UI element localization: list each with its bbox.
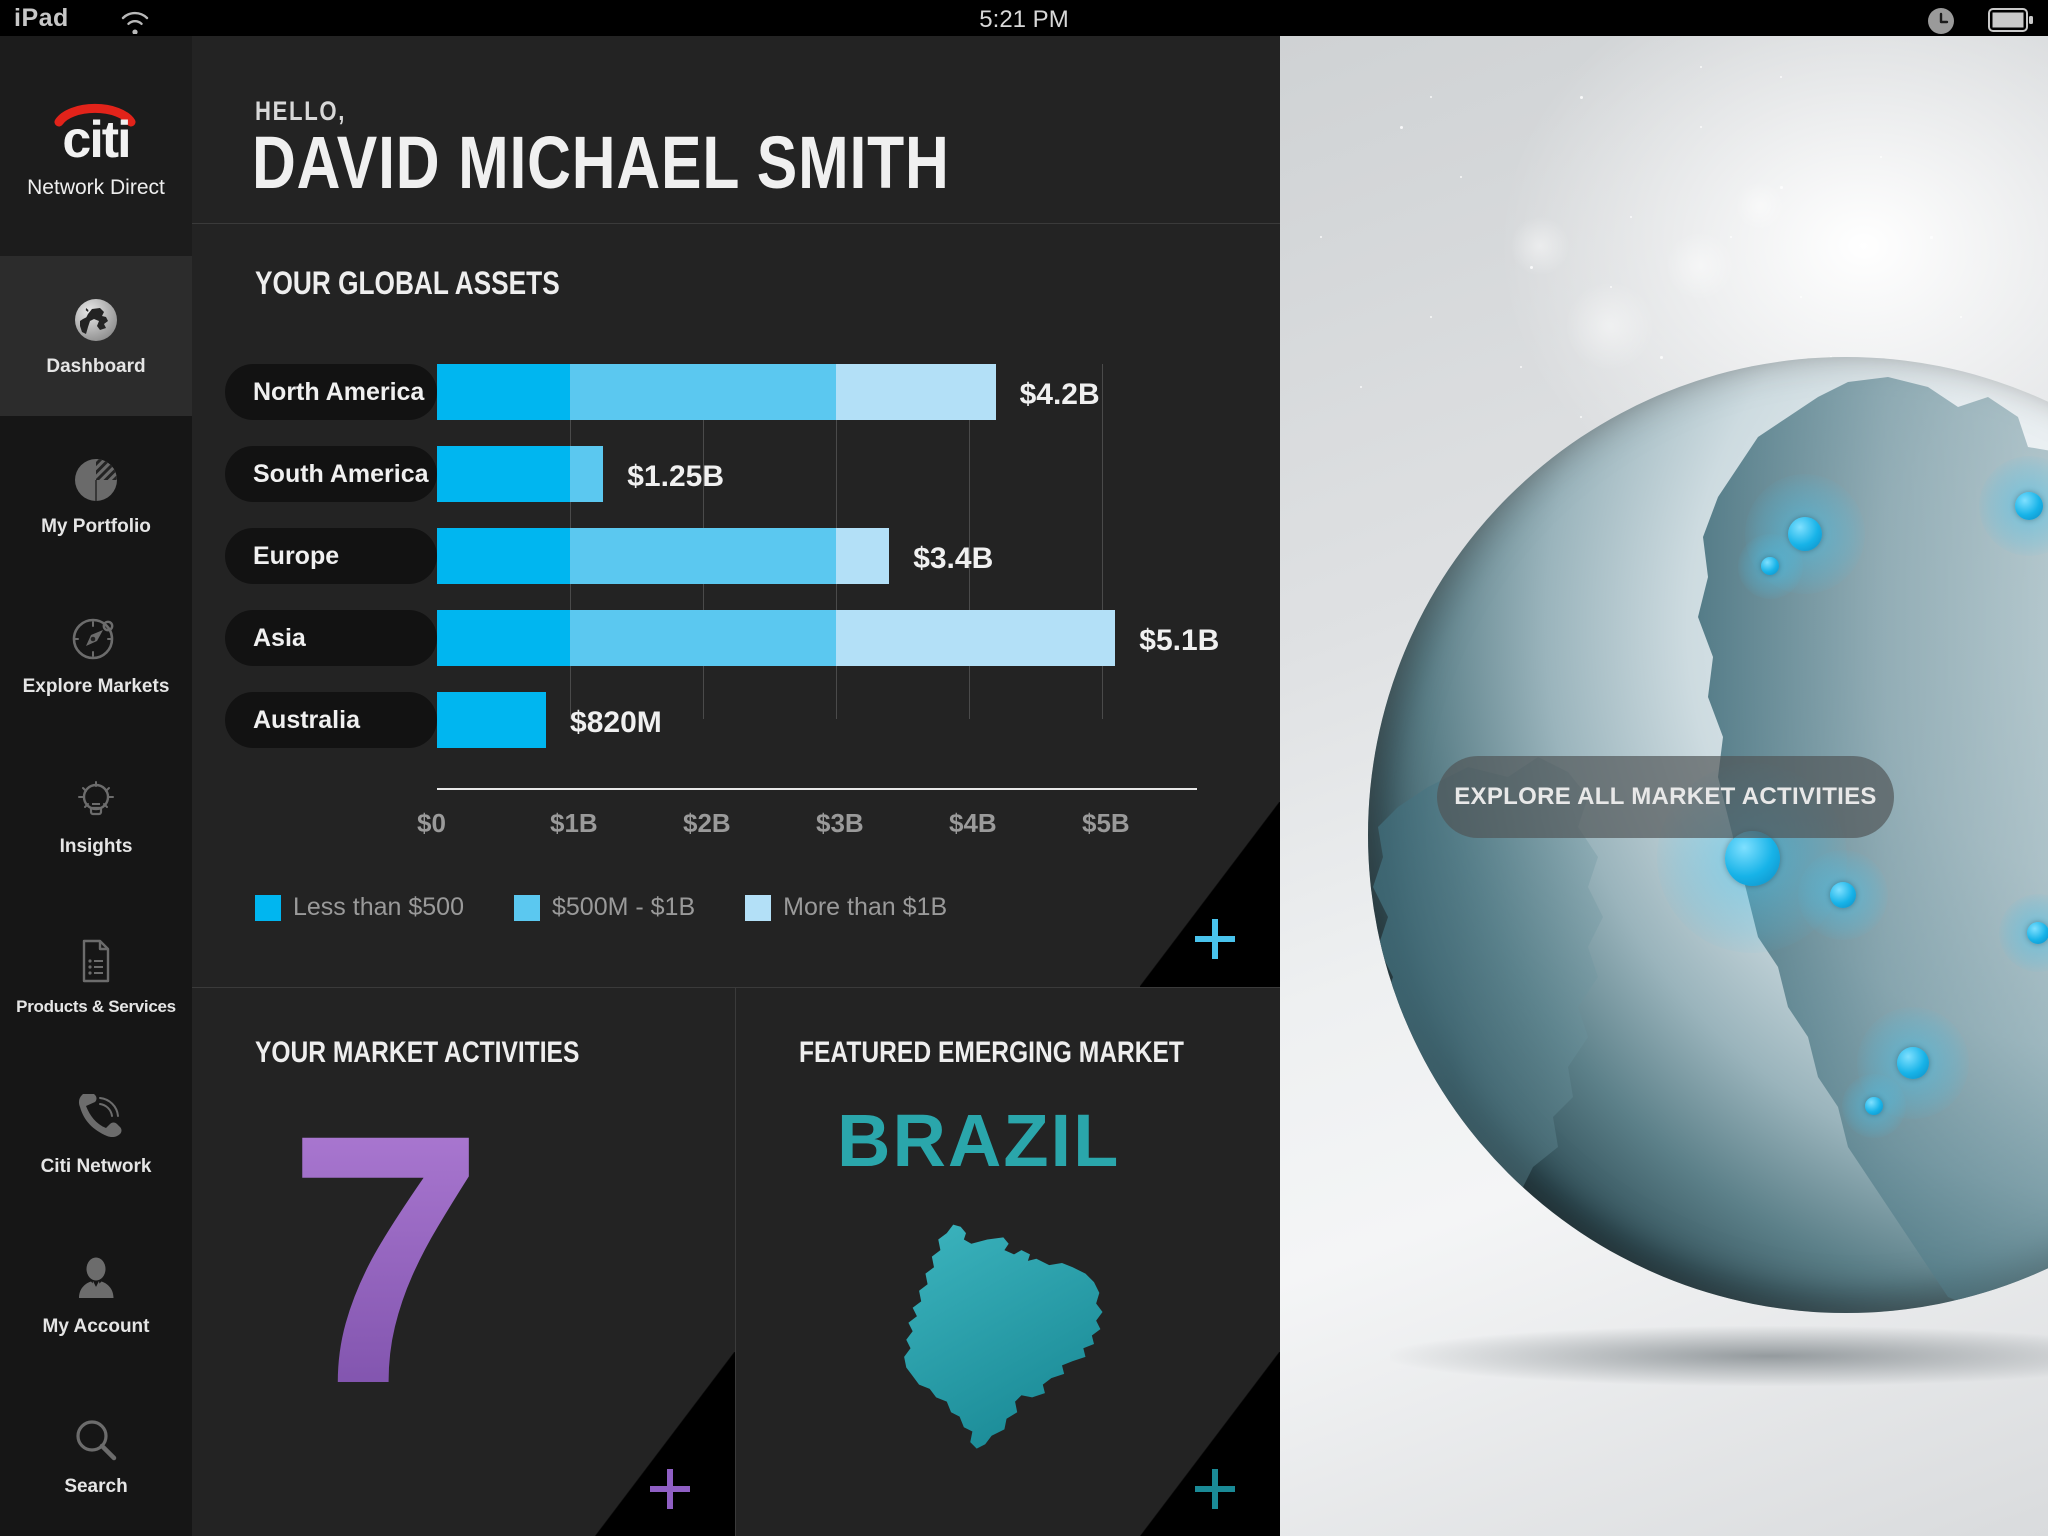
svg-text:citi: citi	[62, 111, 129, 169]
